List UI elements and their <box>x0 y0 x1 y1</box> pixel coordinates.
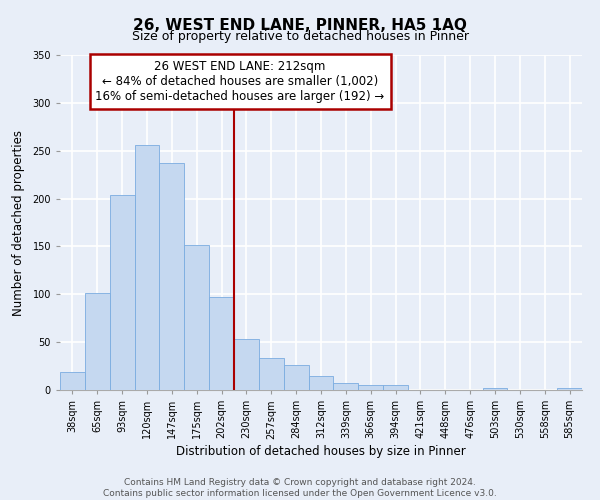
Bar <box>134 145 160 390</box>
Bar <box>209 297 234 390</box>
Y-axis label: Number of detached properties: Number of detached properties <box>13 130 25 316</box>
Bar <box>85 294 110 390</box>
Bar <box>383 385 408 390</box>
Bar <box>160 163 184 390</box>
Bar <box>557 388 582 390</box>
Text: 26 WEST END LANE: 212sqm
← 84% of detached houses are smaller (1,002)
16% of sem: 26 WEST END LANE: 212sqm ← 84% of detach… <box>95 60 385 103</box>
Bar <box>234 340 259 390</box>
Bar <box>334 384 358 390</box>
X-axis label: Distribution of detached houses by size in Pinner: Distribution of detached houses by size … <box>176 446 466 458</box>
Bar <box>308 376 334 390</box>
Bar <box>60 372 85 390</box>
Bar <box>358 385 383 390</box>
Bar <box>259 358 284 390</box>
Bar <box>284 365 308 390</box>
Text: 26, WEST END LANE, PINNER, HA5 1AQ: 26, WEST END LANE, PINNER, HA5 1AQ <box>133 18 467 32</box>
Bar <box>184 246 209 390</box>
Bar <box>110 194 134 390</box>
Text: Size of property relative to detached houses in Pinner: Size of property relative to detached ho… <box>131 30 469 43</box>
Bar <box>482 388 508 390</box>
Text: Contains HM Land Registry data © Crown copyright and database right 2024.
Contai: Contains HM Land Registry data © Crown c… <box>103 478 497 498</box>
